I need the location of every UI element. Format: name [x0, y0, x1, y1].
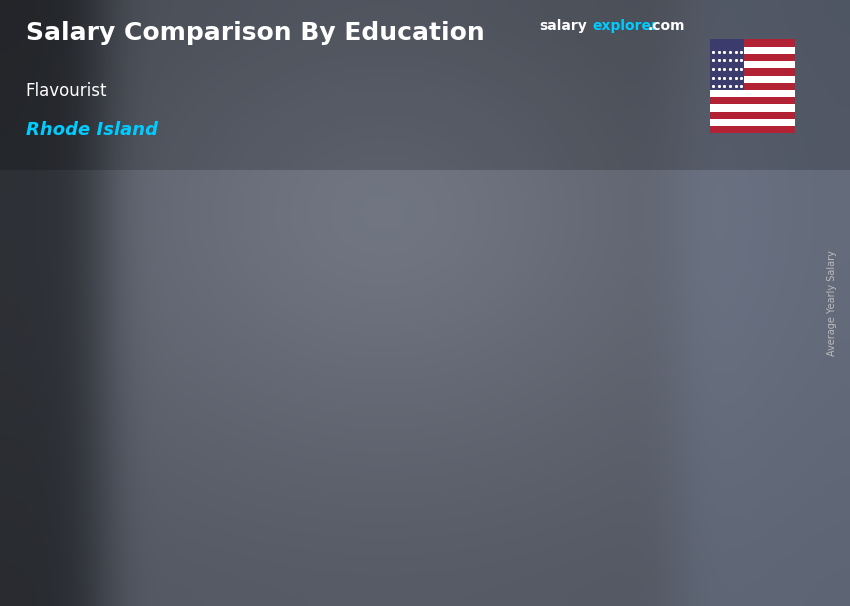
- Polygon shape: [449, 199, 679, 218]
- Bar: [710, 126, 795, 133]
- Text: Master's Degree: Master's Degree: [477, 520, 618, 534]
- Text: +43%: +43%: [373, 219, 458, 245]
- Bar: [710, 90, 795, 97]
- Bar: [710, 112, 795, 119]
- Polygon shape: [646, 199, 679, 493]
- Text: explorer: explorer: [592, 19, 658, 33]
- Bar: [710, 68, 795, 76]
- Text: Average Yearly Salary: Average Yearly Salary: [827, 250, 837, 356]
- Bar: [710, 97, 795, 104]
- Bar: [710, 76, 795, 83]
- Bar: [710, 61, 795, 68]
- Polygon shape: [0, 0, 850, 170]
- Text: Flavourist: Flavourist: [26, 82, 107, 100]
- Bar: [710, 104, 795, 112]
- Bar: [710, 54, 795, 61]
- Text: .com: .com: [648, 19, 685, 33]
- Bar: [710, 47, 795, 54]
- Text: 73,500 USD: 73,500 USD: [524, 182, 623, 199]
- Polygon shape: [449, 218, 646, 493]
- Text: 51,300 USD: 51,300 USD: [215, 264, 314, 282]
- Bar: [710, 83, 795, 90]
- Text: Salary Comparison By Education: Salary Comparison By Education: [26, 21, 484, 45]
- Text: Bachelor's Degree: Bachelor's Degree: [186, 520, 343, 534]
- Text: Rhode Island: Rhode Island: [26, 121, 157, 139]
- Bar: [710, 39, 795, 47]
- Polygon shape: [357, 282, 389, 493]
- Text: salary: salary: [540, 19, 587, 33]
- Bar: [710, 119, 795, 126]
- Bar: [710, 39, 744, 90]
- Polygon shape: [172, 301, 357, 493]
- Polygon shape: [172, 282, 389, 301]
